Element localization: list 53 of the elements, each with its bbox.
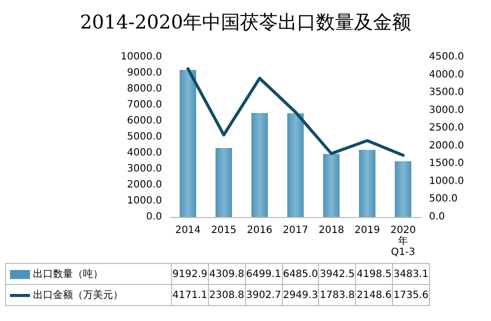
y2-tick-label: 500.0 (429, 194, 458, 205)
x-tick-label: 2017 (282, 225, 308, 236)
legend-label: 出口金额（万美元） (6, 284, 172, 306)
x-tick-label: 2020年Q1-3 (390, 225, 416, 258)
bar (394, 161, 412, 217)
y-tick-label: 9000.0 (127, 68, 162, 78)
x-tick-label: 2019 (354, 225, 380, 236)
y-tick-label: 8000.0 (127, 84, 162, 94)
data-label: 9192.9 (172, 264, 208, 284)
y2-tick-label: 0.0 (429, 212, 445, 222)
data-label: 2148.6 (356, 284, 393, 306)
data-label: 4198.5 (356, 264, 393, 284)
y2-tick-label: 4000.0 (429, 69, 464, 80)
data-label: 2308.8 (208, 284, 246, 306)
bar (216, 148, 232, 217)
data-label: 1735.6 (392, 284, 430, 306)
line-series (186, 67, 405, 157)
bar (323, 154, 340, 217)
data-label: 3942.5 (318, 264, 356, 284)
y2-tick-label: 3500.0 (429, 87, 464, 98)
y2-tick-label: 1500.0 (429, 158, 464, 170)
y-tick-label: 2000.0 (127, 180, 162, 190)
data-label: 1783.8 (318, 284, 356, 306)
x-tick-label: 2018 (318, 225, 344, 236)
data-label: 3902.7 (245, 284, 282, 306)
y2-tick-label: 2500.0 (429, 122, 464, 134)
y-tick-label: 3000.0 (127, 164, 162, 174)
bar (358, 150, 376, 217)
data-label: 4171.1 (172, 284, 208, 306)
data-label: 3483.1 (392, 264, 430, 284)
data-label: 6485.0 (282, 264, 319, 284)
y2-tick-label: 3000.0 (429, 104, 464, 116)
y-tick-label: 6000.0 (127, 116, 162, 126)
y2-tick-label: 4500.0 (429, 52, 464, 62)
x-tick-label: 2015 (211, 225, 237, 236)
x-tick-label: 2016 (246, 225, 272, 236)
x-tick-label: 2014 (175, 225, 201, 236)
data-label: 2949.3 (282, 284, 319, 306)
bar (287, 113, 304, 217)
y-tick-label: 5000.0 (127, 132, 162, 142)
bar (180, 70, 196, 217)
y-tick-label: 10000.0 (120, 52, 162, 62)
y-tick-label: 7000.0 (127, 100, 162, 110)
y-tick-label: 0.0 (146, 212, 162, 222)
chart-title: 2014-2020年中国茯苓出口数量及金额 (80, 12, 412, 34)
y2-tick-label: 1000.0 (429, 176, 464, 187)
y-tick-label: 1000.0 (127, 196, 162, 206)
bar (251, 113, 268, 217)
y-tick-label: 4000.0 (127, 148, 162, 158)
data-label: 6499.1 (245, 264, 282, 284)
legend-label: 出口数量（吨） (6, 264, 172, 284)
y2-tick-label: 2000.0 (429, 140, 464, 152)
data-label: 4309.8 (208, 264, 246, 284)
